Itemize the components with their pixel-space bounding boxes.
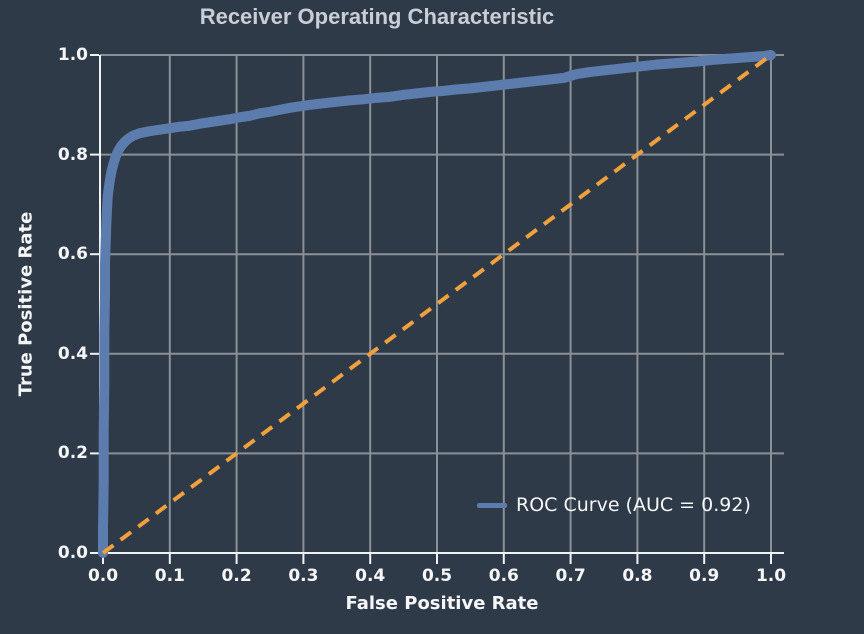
legend-line-sample [477,502,507,508]
chart-title: Receiver Operating Characteristic [199,4,555,29]
roc-curve-line [98,50,776,558]
y-axis-title: True Positive Rate [15,211,37,397]
chance-line-line [101,53,773,555]
legend-label: ROC Curve (AUC = 0.92) [516,494,751,516]
x-axis-title: False Positive Rate [345,593,539,614]
legend: ROC Curve (AUC = 0.92) [477,494,751,516]
